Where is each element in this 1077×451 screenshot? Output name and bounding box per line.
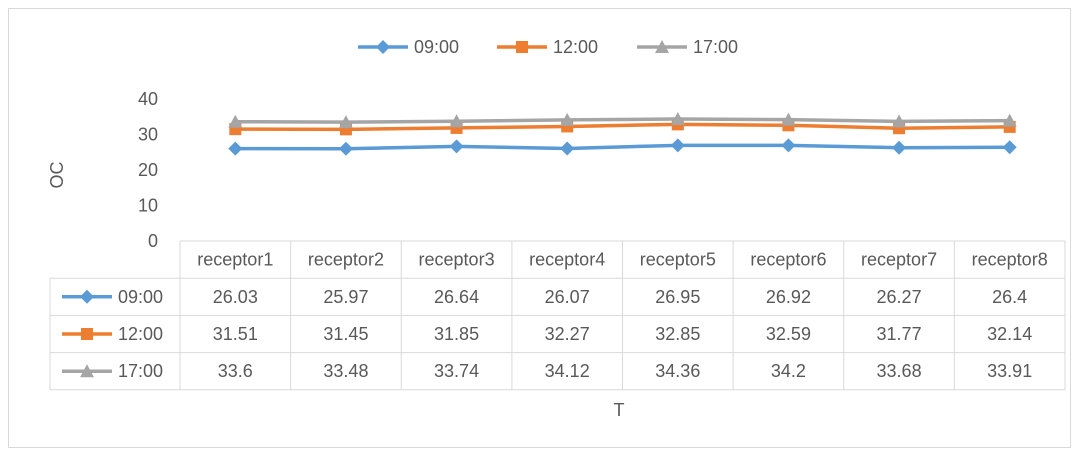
table-cell: 34.36 (655, 361, 700, 381)
legend-item: 12:00 (497, 37, 598, 57)
data-point (338, 115, 353, 129)
table-cell: 34.12 (545, 361, 590, 381)
legend-key-marker (655, 40, 669, 53)
data-point (229, 123, 242, 136)
data-point (893, 122, 906, 135)
table-cell: 26.64 (434, 287, 479, 307)
table-cell: 26.4 (992, 287, 1027, 307)
data-point (892, 140, 907, 155)
data-point (449, 114, 464, 128)
x-tick-label: receptor6 (750, 250, 826, 270)
data-point (892, 114, 907, 128)
table-cell: 31.45 (323, 324, 368, 344)
x-tick-label: receptor5 (640, 250, 716, 270)
data-point (338, 141, 353, 156)
table-cell: 26.03 (213, 287, 258, 307)
legend-item: 17:00 (637, 37, 738, 57)
data-point (228, 114, 243, 128)
table-cell: 31.77 (877, 324, 922, 344)
data-point (781, 112, 796, 126)
data-point (1002, 113, 1017, 127)
data-point (449, 139, 464, 154)
legend-label: 17:00 (693, 37, 738, 57)
data-point (1002, 140, 1017, 155)
series-line-0900 (235, 143, 1010, 151)
y-tick-label: 30 (138, 125, 158, 145)
table-cell: 32.59 (766, 324, 811, 344)
table-cell: 33.91 (987, 361, 1032, 381)
table-cell: 26.95 (655, 287, 700, 307)
x-tick-label: receptor3 (419, 250, 495, 270)
chart-frame (8, 8, 1071, 448)
table-cell: 33.68 (877, 361, 922, 381)
y-tick-label: 10 (138, 196, 158, 216)
table-legend-key-marker (80, 289, 94, 304)
x-tick-label: receptor7 (861, 250, 937, 270)
data-point (670, 138, 685, 153)
y-axis-title: OC (47, 161, 67, 188)
table-cell: 34.2 (771, 361, 806, 381)
x-tick-label: receptor4 (529, 250, 605, 270)
data-point (560, 112, 575, 126)
table-cell: 32.85 (655, 324, 700, 344)
table-row-header: 09:00 (118, 287, 163, 307)
y-tick-label: 0 (148, 231, 158, 251)
table-row-header: 17:00 (118, 361, 163, 381)
data-point (781, 138, 796, 153)
legend-label: 12:00 (553, 37, 598, 57)
legend-key-marker (516, 41, 528, 53)
table-cell: 33.74 (434, 361, 479, 381)
legend-key-marker (376, 40, 390, 54)
table-cell: 33.48 (323, 361, 368, 381)
y-axis: OC 0 10 20 30 40 (47, 89, 158, 251)
data-table: receptor1 receptor2 receptor3 receptor4 rece… (49, 240, 1066, 391)
table-cell: 31.85 (434, 324, 479, 344)
x-tick-label: receptor8 (972, 250, 1048, 270)
y-tick-label: 20 (138, 160, 158, 180)
legend: 09:00 12:00 17:00 (358, 37, 738, 57)
table-cell: 32.27 (545, 324, 590, 344)
data-point (560, 141, 575, 156)
table-cell: 33.6 (218, 361, 253, 381)
table-legend-key-marker (80, 364, 94, 378)
table-legend-key-marker (81, 328, 93, 340)
table-cell: 26.07 (545, 287, 590, 307)
x-axis-title: T (614, 400, 625, 420)
series-line-1200 (235, 122, 1010, 132)
x-tick-label: receptor1 (197, 250, 273, 270)
x-tick-label: receptor2 (308, 250, 384, 270)
table-cell: 32.14 (987, 324, 1032, 344)
plot-area (228, 112, 1017, 156)
y-tick-label: 40 (138, 89, 158, 109)
series-line-1700 (235, 117, 1010, 124)
table-cell: 26.27 (877, 287, 922, 307)
data-point (670, 112, 685, 126)
legend-label: 09:00 (414, 37, 459, 57)
table-cell: 31.51 (213, 324, 258, 344)
data-point (450, 121, 463, 134)
legend-item: 09:00 (358, 37, 459, 57)
data-point (228, 141, 243, 156)
table-row-header: 12:00 (118, 324, 163, 344)
table-cell: 26.92 (766, 287, 811, 307)
table-cell: 25.97 (323, 287, 368, 307)
